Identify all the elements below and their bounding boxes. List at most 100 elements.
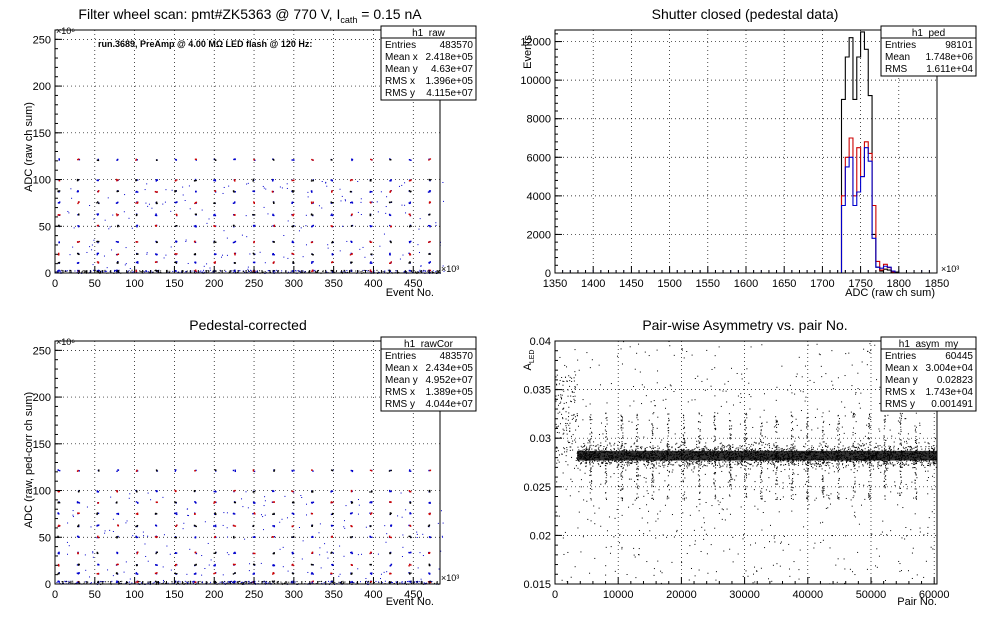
- data-point: [799, 456, 801, 458]
- data-point: [273, 564, 275, 566]
- data-point: [292, 214, 294, 217]
- data-point: [637, 447, 639, 449]
- data-point: [219, 269, 221, 271]
- data-point: [184, 200, 186, 202]
- data-point: [369, 262, 372, 264]
- data-point: [213, 572, 215, 575]
- data-point: [77, 214, 79, 216]
- data-point: [577, 455, 579, 457]
- data-point: [709, 462, 711, 464]
- data-point: [790, 447, 792, 449]
- data-point: [648, 462, 650, 464]
- data-point: [147, 492, 149, 494]
- data-point: [697, 461, 699, 463]
- data-point: [824, 451, 826, 453]
- data-point: [730, 445, 732, 447]
- data-point: [340, 271, 342, 273]
- data-point: [186, 582, 188, 584]
- data-point: [810, 454, 812, 456]
- data-point: [115, 490, 118, 492]
- data-point: [107, 197, 109, 199]
- data-point: [408, 524, 410, 527]
- data-point: [749, 463, 751, 465]
- data-point: [272, 573, 274, 575]
- data-point: [872, 455, 874, 457]
- stats-label: Mean x: [385, 52, 418, 63]
- data-point: [409, 470, 412, 472]
- data-point: [125, 522, 127, 524]
- data-point: [704, 460, 706, 462]
- data-point: [899, 460, 901, 462]
- data-point: [233, 535, 235, 538]
- data-point: [341, 195, 343, 197]
- y-tick-label: 150: [33, 439, 51, 451]
- data-point: [865, 456, 867, 458]
- data-point: [867, 453, 869, 455]
- data-point: [203, 269, 205, 271]
- data-point: [116, 572, 118, 574]
- data-point: [389, 158, 391, 160]
- data-point: [252, 180, 254, 182]
- data-point: [216, 581, 218, 583]
- data-point: [887, 451, 889, 453]
- data-point: [170, 569, 172, 571]
- data-point: [429, 512, 431, 515]
- data-point: [785, 451, 787, 453]
- data-point: [728, 454, 730, 456]
- data-point: [715, 448, 717, 450]
- data-point: [274, 582, 276, 584]
- data-point: [349, 254, 352, 256]
- data-point: [772, 457, 774, 459]
- data-point: [311, 490, 314, 492]
- data-point: [391, 581, 393, 583]
- data-point: [155, 564, 157, 566]
- data-point: [104, 530, 106, 532]
- data-point: [57, 490, 59, 492]
- data-point: [263, 187, 265, 189]
- data-point: [93, 581, 95, 583]
- data-point: [213, 501, 216, 503]
- data-point: [263, 529, 265, 531]
- data-point: [848, 460, 850, 462]
- data-point: [331, 581, 333, 583]
- data-point: [644, 450, 646, 452]
- data-point: [370, 178, 372, 181]
- data-point: [589, 456, 591, 458]
- data-point: [875, 452, 877, 454]
- data-point: [731, 457, 733, 459]
- data-point: [629, 455, 631, 457]
- data-point: [429, 225, 431, 227]
- data-point: [785, 463, 787, 465]
- data-point: [409, 201, 412, 203]
- x-tick-label: 100: [125, 589, 143, 601]
- data-point: [718, 459, 720, 461]
- data-point: [250, 271, 252, 273]
- pad-asymmetry: Pair-wise Asymmetry vs. pair No. 0 10000 2…: [522, 317, 977, 608]
- data-point: [311, 491, 314, 493]
- data-point: [311, 262, 313, 264]
- data-point: [620, 454, 622, 456]
- data-point: [208, 564, 210, 566]
- data-point: [589, 456, 591, 458]
- data-point: [704, 454, 706, 456]
- data-point: [143, 535, 145, 537]
- data-point: [901, 462, 903, 464]
- data-point: [586, 458, 588, 460]
- data-point: [864, 456, 866, 458]
- data-point: [193, 581, 195, 583]
- data-point: [641, 446, 643, 448]
- pad-pedestal-corrected: Pedestal-corrected 0 50 100 150 200 250 300 350…: [23, 317, 477, 608]
- data-point: [732, 444, 734, 446]
- data-point: [799, 453, 801, 455]
- data-point: [135, 261, 138, 264]
- data-point: [409, 214, 411, 217]
- data-point: [895, 459, 897, 461]
- data-point: [155, 261, 158, 263]
- data-point: [706, 465, 708, 467]
- data-point: [843, 448, 845, 450]
- data-point: [750, 459, 752, 461]
- data-point: [249, 563, 251, 565]
- data-point: [691, 456, 693, 458]
- data-point: [98, 581, 100, 584]
- data-point: [176, 240, 178, 243]
